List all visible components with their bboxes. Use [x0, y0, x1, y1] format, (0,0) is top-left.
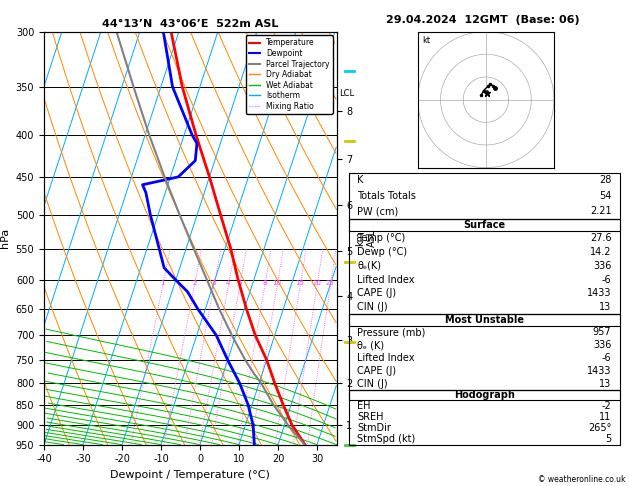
Text: Pressure (mb): Pressure (mb) [357, 327, 426, 337]
Legend: Temperature, Dewpoint, Parcel Trajectory, Dry Adiabat, Wet Adiabat, Isotherm, Mi: Temperature, Dewpoint, Parcel Trajectory… [245, 35, 333, 114]
Text: 29.04.2024  12GMT  (Base: 06): 29.04.2024 12GMT (Base: 06) [386, 15, 579, 25]
Text: Surface: Surface [464, 220, 505, 230]
Text: 957: 957 [593, 327, 611, 337]
Text: Temp (°C): Temp (°C) [357, 233, 406, 243]
Text: 1433: 1433 [587, 366, 611, 376]
Text: 14.2: 14.2 [590, 247, 611, 257]
Text: 13: 13 [599, 302, 611, 312]
Text: 336: 336 [593, 340, 611, 350]
Y-axis label: km
ASL: km ASL [355, 229, 377, 247]
Title: 44°13’N  43°06’E  522m ASL: 44°13’N 43°06’E 522m ASL [102, 19, 279, 30]
Text: 11: 11 [599, 412, 611, 422]
Text: 10: 10 [272, 280, 282, 286]
X-axis label: Dewpoint / Temperature (°C): Dewpoint / Temperature (°C) [110, 470, 270, 480]
Text: 25: 25 [326, 280, 335, 286]
Text: -2: -2 [602, 401, 611, 411]
Text: 1: 1 [160, 280, 165, 286]
Text: 1433: 1433 [587, 288, 611, 298]
Text: 265°: 265° [588, 423, 611, 433]
Text: Dewp (°C): Dewp (°C) [357, 247, 408, 257]
Text: 336: 336 [593, 261, 611, 271]
Text: CAPE (J): CAPE (J) [357, 366, 396, 376]
Text: Lifted Index: Lifted Index [357, 275, 415, 285]
Text: StmSpd (kt): StmSpd (kt) [357, 434, 416, 444]
Text: Lifted Index: Lifted Index [357, 353, 415, 363]
Text: 4: 4 [226, 280, 230, 286]
Text: -6: -6 [602, 353, 611, 363]
Y-axis label: hPa: hPa [0, 228, 10, 248]
Text: 27.6: 27.6 [590, 233, 611, 243]
Text: θₑ(K): θₑ(K) [357, 261, 381, 271]
Text: 20: 20 [313, 280, 321, 286]
Text: CIN (J): CIN (J) [357, 302, 388, 312]
Text: 54: 54 [599, 191, 611, 201]
Text: 2: 2 [192, 280, 196, 286]
Text: 5: 5 [238, 280, 242, 286]
Text: 28: 28 [599, 175, 611, 185]
Text: Totals Totals: Totals Totals [357, 191, 416, 201]
Text: K: K [357, 175, 364, 185]
Text: EH: EH [357, 401, 370, 411]
Text: 15: 15 [296, 280, 304, 286]
Text: SREH: SREH [357, 412, 384, 422]
Text: StmDir: StmDir [357, 423, 391, 433]
Text: CAPE (J): CAPE (J) [357, 288, 396, 298]
Text: -6: -6 [602, 275, 611, 285]
Text: © weatheronline.co.uk: © weatheronline.co.uk [538, 474, 626, 484]
Text: CIN (J): CIN (J) [357, 379, 388, 389]
Text: θₑ (K): θₑ (K) [357, 340, 384, 350]
Text: 3: 3 [211, 280, 216, 286]
Text: Hodograph: Hodograph [454, 390, 515, 400]
Text: PW (cm): PW (cm) [357, 206, 398, 216]
Text: LCL: LCL [340, 88, 355, 98]
Text: Most Unstable: Most Unstable [445, 315, 524, 325]
Text: 8: 8 [262, 280, 267, 286]
Text: kt: kt [423, 36, 430, 45]
Text: 13: 13 [599, 379, 611, 389]
Text: 5: 5 [605, 434, 611, 444]
Text: 2.21: 2.21 [590, 206, 611, 216]
